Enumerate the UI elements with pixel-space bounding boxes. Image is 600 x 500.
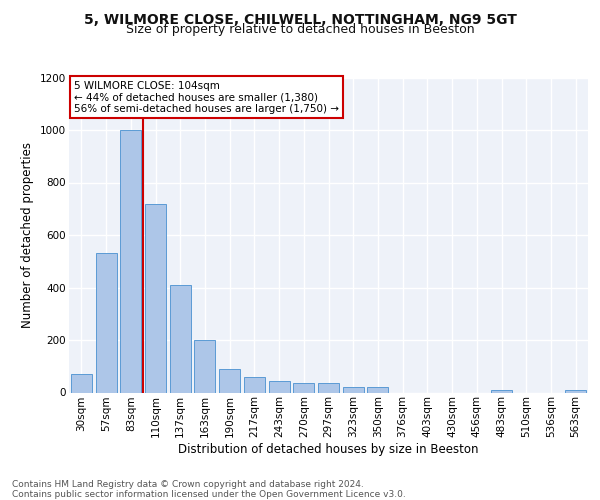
Bar <box>318 384 339 392</box>
Bar <box>343 387 364 392</box>
Bar <box>71 374 92 392</box>
Bar <box>244 377 265 392</box>
Bar <box>194 340 215 392</box>
Bar <box>219 369 240 392</box>
Bar <box>269 380 290 392</box>
Text: Contains HM Land Registry data © Crown copyright and database right 2024.
Contai: Contains HM Land Registry data © Crown c… <box>12 480 406 499</box>
Y-axis label: Number of detached properties: Number of detached properties <box>22 142 34 328</box>
Bar <box>120 130 141 392</box>
X-axis label: Distribution of detached houses by size in Beeston: Distribution of detached houses by size … <box>178 443 479 456</box>
Bar <box>170 285 191 393</box>
Bar <box>491 390 512 392</box>
Bar <box>565 390 586 392</box>
Bar <box>367 387 388 392</box>
Text: 5, WILMORE CLOSE, CHILWELL, NOTTINGHAM, NG9 5GT: 5, WILMORE CLOSE, CHILWELL, NOTTINGHAM, … <box>83 12 517 26</box>
Bar <box>293 384 314 392</box>
Bar <box>95 254 116 392</box>
Text: 5 WILMORE CLOSE: 104sqm
← 44% of detached houses are smaller (1,380)
56% of semi: 5 WILMORE CLOSE: 104sqm ← 44% of detache… <box>74 80 339 114</box>
Bar <box>145 204 166 392</box>
Text: Size of property relative to detached houses in Beeston: Size of property relative to detached ho… <box>125 22 475 36</box>
